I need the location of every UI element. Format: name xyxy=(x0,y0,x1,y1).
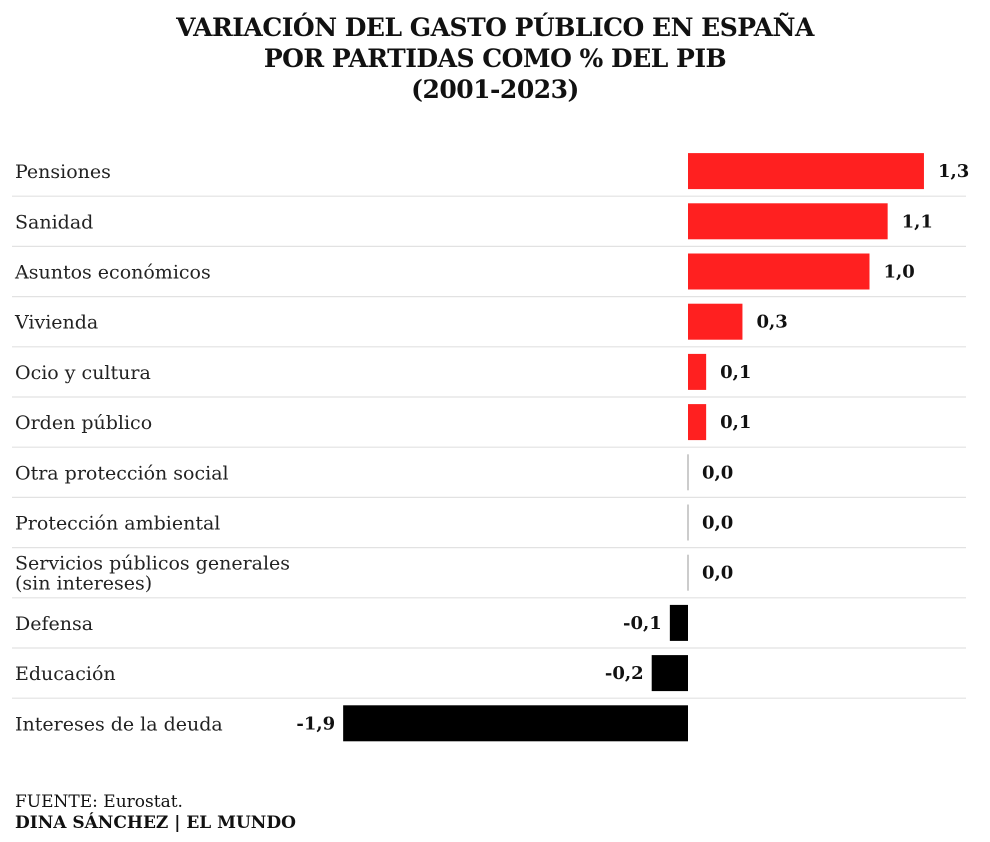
category-label-line: Sanidad xyxy=(15,211,93,233)
bar-chart: Pensiones 1,3 Sanidad 1,1 Asuntos económicos… xyxy=(12,153,969,742)
category-label-line: Orden público xyxy=(15,412,152,434)
category-label: Defensa xyxy=(15,613,93,635)
category-label-line: Servicios públicos generales xyxy=(15,553,290,575)
bar xyxy=(669,604,688,641)
category-label-line: (sin intereses) xyxy=(15,573,152,595)
bar xyxy=(688,404,707,441)
category-label-line: Ocio y cultura xyxy=(15,362,151,384)
chart-title-line-3: (2001-2023) xyxy=(411,75,579,104)
category-label-line: Educación xyxy=(15,663,116,685)
category-label: Pensiones xyxy=(15,161,111,183)
category-label-line: Protección ambiental xyxy=(15,513,220,535)
category-label: Protección ambiental xyxy=(15,513,220,535)
category-label-line: Defensa xyxy=(15,613,93,635)
bar xyxy=(688,353,707,390)
value-label: 0,3 xyxy=(756,312,787,333)
value-label: -0,2 xyxy=(605,663,644,684)
category-label: Orden público xyxy=(15,412,152,434)
value-label: -1,9 xyxy=(296,713,335,734)
category-label-line: Otra protección social xyxy=(15,462,229,484)
value-label: 1,1 xyxy=(902,211,933,232)
category-label-line: Asuntos económicos xyxy=(14,262,211,284)
value-label: 0,0 xyxy=(702,563,733,584)
category-label: Educación xyxy=(15,663,116,685)
category-label-line: Pensiones xyxy=(15,161,111,183)
category-label: Intereses de la deuda xyxy=(15,713,223,735)
category-label: Vivienda xyxy=(14,312,98,334)
category-label: Sanidad xyxy=(15,211,93,233)
bar xyxy=(651,655,688,692)
credit-text: DINA SÁNCHEZ | EL MUNDO xyxy=(15,813,296,833)
category-label: Ocio y cultura xyxy=(15,362,151,384)
bar xyxy=(343,705,688,742)
value-label: 0,0 xyxy=(702,513,733,534)
bar xyxy=(688,253,870,290)
value-label: 1,3 xyxy=(938,161,969,182)
bar xyxy=(688,153,924,190)
bar xyxy=(688,303,743,340)
chart-title-line-2: POR PARTIDAS COMO % DEL PIB xyxy=(263,44,727,73)
source-block: FUENTE: Eurostat. DINA SÁNCHEZ | EL MUND… xyxy=(15,792,296,834)
category-label: Servicios públicos generales (sin interes… xyxy=(15,553,290,595)
value-label: -0,1 xyxy=(623,613,662,634)
chart-title-line-1: VARIACIÓN DEL GASTO PÚBLICO EN ESPAÑA xyxy=(176,13,814,42)
value-label: 0,1 xyxy=(720,362,751,383)
category-label: Asuntos económicos xyxy=(14,262,211,284)
source-text: FUENTE: Eurostat. xyxy=(15,792,183,812)
bar xyxy=(688,203,888,240)
value-label: 0,1 xyxy=(720,412,751,433)
category-label-line: Intereses de la deuda xyxy=(15,713,223,735)
value-label: 0,0 xyxy=(702,462,733,483)
category-label: Otra protección social xyxy=(15,462,229,484)
value-label: 1,0 xyxy=(884,262,915,283)
chart-title: VARIACIÓN DEL GASTO PÚBLICO EN ESPAÑA PO… xyxy=(0,12,990,105)
category-label-line: Vivienda xyxy=(14,312,98,334)
